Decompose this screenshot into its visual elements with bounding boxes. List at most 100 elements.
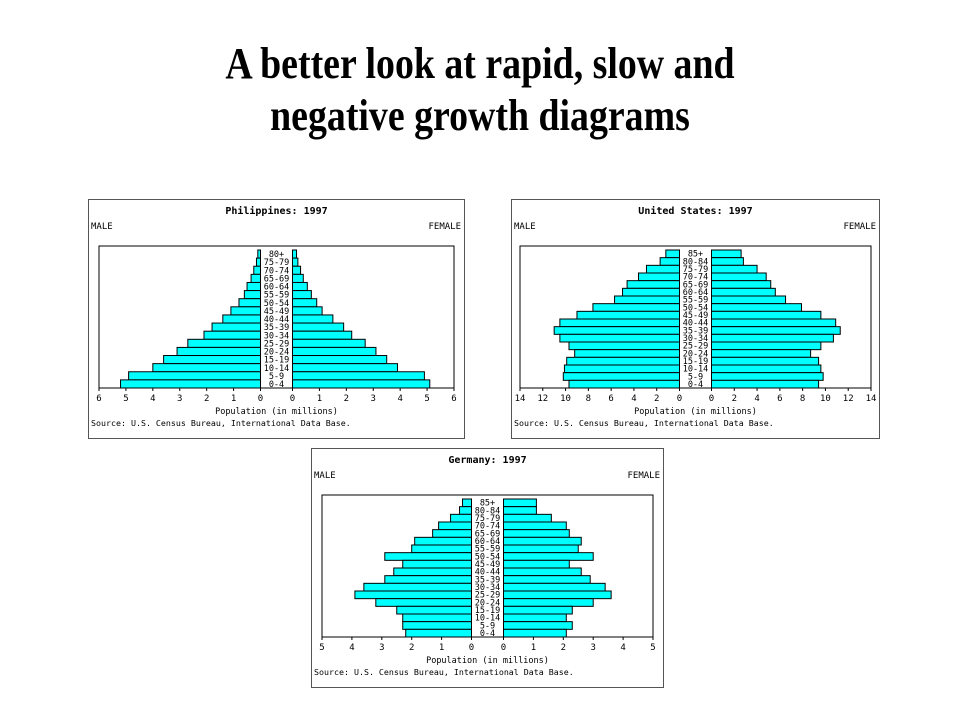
x-tick-label: 4: [349, 643, 354, 653]
age-group-label: 80-84: [475, 506, 501, 516]
female-bar-10-14: [503, 613, 567, 623]
male-bar-40-44: [393, 567, 472, 577]
male-bar-65-69: [626, 280, 680, 289]
x-tick-label: 10: [560, 394, 571, 404]
age-group-label: 85+: [480, 499, 495, 509]
slide-title: A better look at rapid, slow and negativ…: [67, 38, 893, 142]
male-bar-80+: [257, 249, 262, 259]
source-note: Source: U.S. Census Bureau, Internationa…: [314, 667, 574, 677]
x-tick-label: 8: [800, 394, 805, 404]
male-bar-5-9: [402, 621, 472, 630]
x-tick-label: 12: [537, 394, 548, 404]
chart-title: Philippines: 1997: [225, 205, 327, 217]
female-bar-85+: [711, 249, 742, 259]
male-bar-70-74: [438, 521, 472, 531]
x-tick-label: 4: [631, 394, 636, 404]
x-tick-label: 0: [469, 643, 474, 653]
age-group-label: 40-44: [475, 568, 501, 578]
x-tick-label: 2: [561, 643, 566, 653]
female-bar-40-44: [711, 318, 837, 328]
female-label: FEMALE: [843, 222, 876, 232]
female-bar-15-19: [292, 355, 388, 365]
female-bar-45-49: [292, 306, 323, 316]
age-group-label: 10-14: [264, 364, 290, 374]
age-group-label: 5-9: [269, 372, 284, 382]
age-group-label: 20-24: [683, 349, 709, 359]
female-bar-80-84: [711, 257, 744, 266]
male-bar-30-34: [363, 582, 472, 592]
male-bar-10-14: [152, 363, 261, 373]
age-group-label: 20-24: [475, 598, 501, 608]
male-bar-45-49: [576, 310, 680, 320]
male-bar-70-74: [637, 272, 681, 282]
male-bar-65-69: [432, 529, 472, 538]
x-tick-label: 8: [586, 394, 591, 404]
male-bar-15-19: [566, 356, 680, 366]
female-bar-60-64: [292, 281, 308, 292]
male-bar-20-24: [375, 598, 472, 607]
x-tick-label: 6: [96, 394, 101, 404]
age-group-label: 15-19: [264, 356, 290, 366]
male-bar-80-84: [459, 506, 472, 515]
male-bar-35-39: [211, 322, 262, 332]
source-note: Source: U.S. Census Bureau, Internationa…: [514, 418, 774, 428]
age-group-label: 30-34: [475, 583, 501, 593]
pyramid-svg: United States: 1997 MALE FEMALE 85+80-8475-…: [514, 205, 876, 428]
male-bar-10-14: [563, 364, 680, 374]
x-tick-label: 4: [150, 394, 155, 404]
united-states-pyramid-chart: United States: 1997 MALE FEMALE 85+ 80-84 75-…: [511, 199, 880, 439]
age-group-label: 55-59: [683, 296, 709, 306]
female-bar-0-4: [292, 379, 431, 389]
male-bar-85+: [665, 249, 680, 259]
male-bar-30-34: [559, 333, 680, 343]
female-bar-30-34: [711, 333, 834, 343]
x-tick-label: 3: [371, 394, 376, 404]
female-bar-35-39: [503, 575, 591, 584]
x-tick-label: 3: [379, 643, 384, 653]
male-bar-60-64: [414, 536, 473, 546]
age-group-label: 50-54: [683, 303, 709, 313]
male-bar-50-54: [384, 552, 472, 561]
x-tick-label: 2: [409, 643, 414, 653]
age-group-label: 25-29: [475, 591, 501, 601]
age-group-label: 35-39: [264, 323, 290, 333]
plot-frame: [519, 245, 872, 389]
female-bar-70-74: [292, 265, 302, 275]
age-group-label: 70-74: [264, 266, 290, 276]
age-group-label: 40-44: [683, 319, 709, 329]
female-bar-50-54: [503, 552, 594, 561]
x-tick-label: 4: [754, 394, 759, 404]
male-bar-80-84: [659, 257, 680, 266]
age-group-label: 0-4: [269, 380, 284, 390]
male-bar-55-59: [614, 295, 680, 305]
age-group-label: 25-29: [264, 339, 290, 349]
age-group-label: 65-69: [264, 274, 290, 284]
philippines-pyramid-chart: Philippines: 1997 MALE FEMALE 80+ 75-79 70-74…: [88, 199, 465, 439]
male-bar-70-74: [253, 265, 261, 275]
x-tick-label: 0: [290, 394, 295, 404]
x-tick-label: 1: [231, 394, 236, 404]
age-group-label: 15-19: [475, 606, 501, 616]
x-tick-label: 10: [820, 394, 831, 404]
male-bar-15-19: [396, 605, 472, 615]
female-label: FEMALE: [428, 222, 461, 232]
x-tick-label: 1: [317, 394, 322, 404]
female-bar-30-34: [292, 330, 353, 340]
female-bar-75-79: [503, 513, 552, 523]
age-group-label: 0-4: [480, 629, 495, 639]
x-tick-label: 6: [777, 394, 782, 404]
female-bar-55-59: [292, 290, 312, 300]
male-bar-20-24: [574, 349, 680, 358]
female-bar-20-24: [292, 346, 377, 357]
female-bar-5-9: [503, 621, 573, 630]
male-bar-65-69: [250, 273, 261, 283]
age-group-label: 75-79: [683, 265, 709, 275]
age-group-label: 35-39: [475, 575, 501, 585]
age-group-label: 10-14: [475, 614, 501, 624]
x-tick-label: 0: [709, 394, 714, 404]
female-bar-25-29: [503, 590, 612, 600]
female-bar-5-9: [711, 372, 824, 381]
age-group-label: 85+: [688, 250, 703, 260]
female-bar-45-49: [711, 310, 822, 320]
male-bar-75-79: [450, 513, 473, 523]
